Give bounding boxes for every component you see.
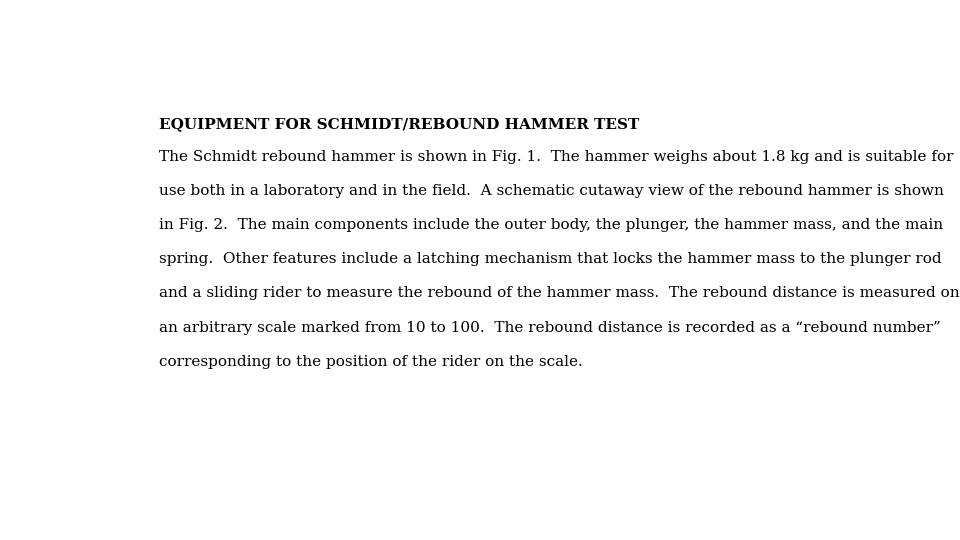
- Text: an arbitrary scale marked from 10 to 100.  The rebound distance is recorded as a: an arbitrary scale marked from 10 to 100…: [158, 321, 941, 334]
- Text: The Schmidt rebound hammer is shown in Fig. 1.  The hammer weighs about 1.8 kg a: The Schmidt rebound hammer is shown in F…: [158, 150, 953, 164]
- Text: spring.  Other features include a latching mechanism that locks the hammer mass : spring. Other features include a latchin…: [158, 252, 942, 266]
- Text: and a sliding rider to measure the rebound of the hammer mass.  The rebound dist: and a sliding rider to measure the rebou…: [158, 286, 959, 300]
- Text: in Fig. 2.  The main components include the outer body, the plunger, the hammer : in Fig. 2. The main components include t…: [158, 218, 943, 232]
- Text: corresponding to the position of the rider on the scale.: corresponding to the position of the rid…: [158, 355, 583, 369]
- Text: EQUIPMENT FOR SCHMIDT/REBOUND HAMMER TEST: EQUIPMENT FOR SCHMIDT/REBOUND HAMMER TES…: [158, 117, 639, 131]
- Text: use both in a laboratory and in the field.  A schematic cutaway view of the rebo: use both in a laboratory and in the fiel…: [158, 184, 944, 198]
